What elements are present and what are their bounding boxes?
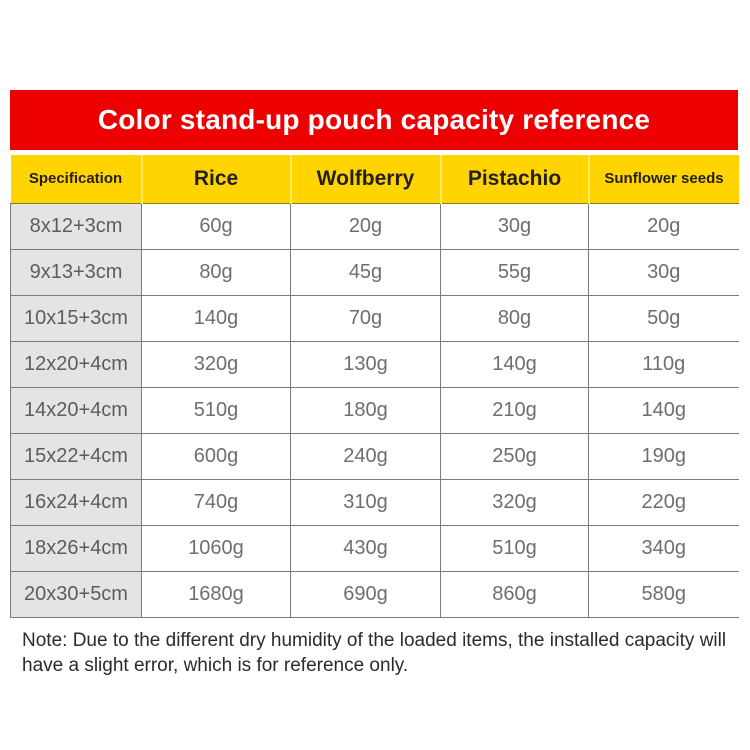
cell-rice: 740g (141, 479, 291, 526)
capacity-table: Specification Rice Wolfberry Pistachio S… (10, 155, 739, 618)
cell-rice: 1060g (141, 525, 291, 572)
cell-wolfberry: 240g (290, 433, 441, 480)
cell-rice: 510g (141, 387, 291, 434)
table-row: 20x30+5cm 1680g 690g 860g 580g (10, 571, 739, 618)
cell-pistachio: 140g (440, 341, 589, 388)
cell-sunflower: 340g (588, 525, 739, 572)
cell-sunflower: 30g (588, 249, 739, 296)
cell-specification: 9x13+3cm (10, 249, 142, 296)
capacity-table-container: Specification Rice Wolfberry Pistachio S… (10, 155, 739, 618)
table-row: 15x22+4cm 600g 240g 250g 190g (10, 433, 739, 480)
cell-sunflower: 20g (588, 203, 739, 250)
table-row: 8x12+3cm 60g 20g 30g 20g (10, 203, 739, 250)
column-header-wolfberry: Wolfberry (290, 155, 442, 204)
cell-specification: 8x12+3cm (10, 203, 142, 250)
cell-pistachio: 55g (440, 249, 589, 296)
cell-rice: 80g (141, 249, 291, 296)
column-header-pistachio: Pistachio (440, 155, 590, 204)
column-header-specification: Specification (10, 155, 143, 204)
cell-wolfberry: 130g (290, 341, 441, 388)
cell-specification: 12x20+4cm (10, 341, 142, 388)
column-header-rice: Rice (141, 155, 292, 204)
cell-specification: 16x24+4cm (10, 479, 142, 526)
page-title: Color stand-up pouch capacity reference (97, 104, 651, 135)
cell-rice: 320g (141, 341, 291, 388)
table-row: 10x15+3cm 140g 70g 80g 50g (10, 295, 739, 342)
table-body: 8x12+3cm 60g 20g 30g 20g 9x13+3cm 80g 45… (10, 203, 739, 618)
cell-sunflower: 110g (588, 341, 739, 388)
table-row: 14x20+4cm 510g 180g 210g 140g (10, 387, 739, 434)
cell-specification: 14x20+4cm (10, 387, 142, 434)
cell-sunflower: 580g (588, 571, 739, 618)
cell-pistachio: 250g (440, 433, 589, 480)
cell-pistachio: 80g (440, 295, 589, 342)
cell-sunflower: 50g (588, 295, 739, 342)
cell-wolfberry: 20g (290, 203, 441, 250)
cell-wolfberry: 180g (290, 387, 441, 434)
banner: Color stand-up pouch capacity reference (10, 90, 738, 150)
footer-note: Note: Due to the different dry humidity … (22, 630, 727, 677)
cell-pistachio: 860g (440, 571, 589, 618)
cell-specification: 18x26+4cm (10, 525, 142, 572)
table-header: Specification Rice Wolfberry Pistachio S… (10, 155, 739, 204)
cell-pistachio: 30g (440, 203, 589, 250)
cell-wolfberry: 690g (290, 571, 441, 618)
cell-wolfberry: 310g (290, 479, 441, 526)
cell-rice: 140g (141, 295, 291, 342)
cell-rice: 60g (141, 203, 291, 250)
cell-wolfberry: 70g (290, 295, 441, 342)
cell-sunflower: 190g (588, 433, 739, 480)
cell-specification: 15x22+4cm (10, 433, 142, 480)
cell-rice: 1680g (141, 571, 291, 618)
cell-specification: 20x30+5cm (10, 571, 142, 618)
table-row: 9x13+3cm 80g 45g 55g 30g (10, 249, 739, 296)
cell-pistachio: 510g (440, 525, 589, 572)
table-row: 16x24+4cm 740g 310g 320g 220g (10, 479, 739, 526)
table-row: 12x20+4cm 320g 130g 140g 110g (10, 341, 739, 388)
cell-pistachio: 210g (440, 387, 589, 434)
cell-sunflower: 220g (588, 479, 739, 526)
cell-pistachio: 320g (440, 479, 589, 526)
cell-wolfberry: 45g (290, 249, 441, 296)
cell-rice: 600g (141, 433, 291, 480)
cell-wolfberry: 430g (290, 525, 441, 572)
cell-specification: 10x15+3cm (10, 295, 142, 342)
table-header-row: Specification Rice Wolfberry Pistachio S… (10, 155, 739, 204)
column-header-sunflower-seeds: Sunflower seeds (588, 155, 739, 204)
cell-sunflower: 140g (588, 387, 739, 434)
table-row: 18x26+4cm 1060g 430g 510g 340g (10, 525, 739, 572)
